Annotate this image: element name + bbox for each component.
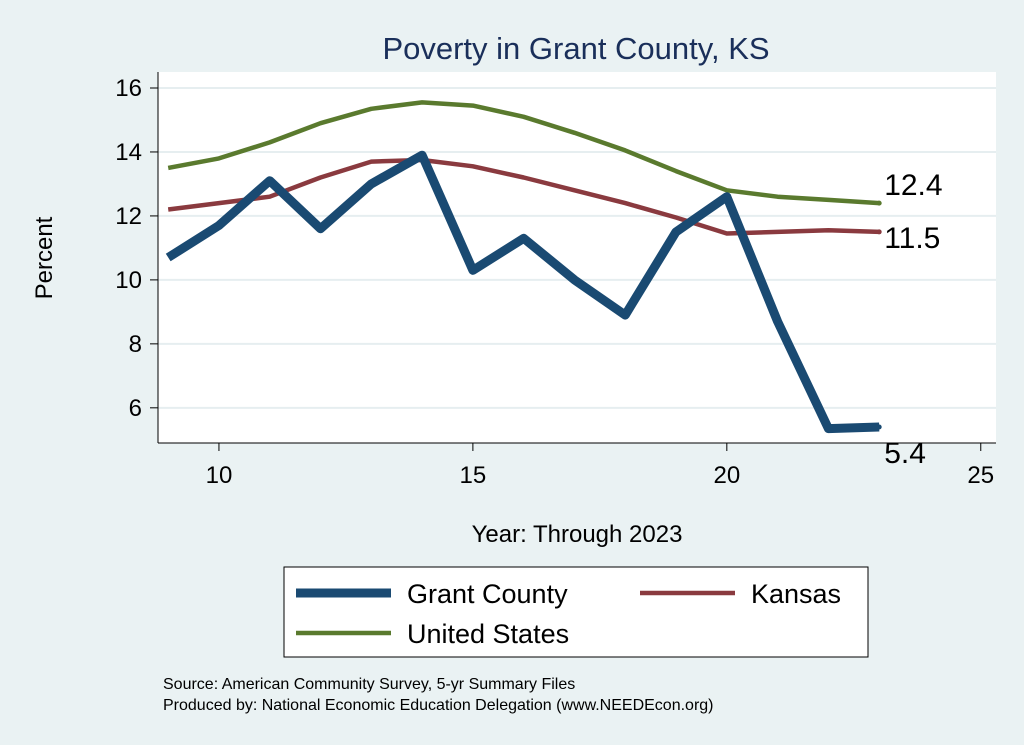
series-line-kansas [167,157,880,236]
end-point-grant-county [876,424,882,430]
series-line-united-states [167,100,880,206]
y-tick-label-16: 16 [115,75,142,102]
chart-title: Poverty in Grant County, KS [382,31,769,66]
y-tick-label-10: 10 [115,267,142,294]
end-point-kansas [876,229,882,235]
axes: 6 8 10 12 14 16 10 15 20 25 [115,72,996,489]
y-axis-title: Percent [31,216,58,299]
legend: Grant County Kansas United States [296,579,841,649]
y-tick-label-6: 6 [129,395,142,422]
series-lines [165,100,882,434]
series-line-grant-county [165,150,880,434]
end-label-united-states: 12.4 [884,169,942,202]
legend-label-grant-county: Grant County [407,579,568,609]
x-axis-title: Year: Through 2023 [472,521,683,548]
y-tick-label-8: 8 [129,331,142,358]
legend-box [283,566,869,658]
x-tick-label-15: 15 [460,462,487,489]
y-tick-label-12: 12 [115,203,142,230]
legend-label-united-states: United States [407,619,569,649]
x-tick-label-20: 20 [713,462,740,489]
source-line-1: Source: American Community Survey, 5-yr … [163,676,575,693]
x-tick-label-10: 10 [206,462,233,489]
end-label-grant-county: 5.4 [884,437,926,470]
end-point-united-states [876,200,882,206]
source-line-2: Produced by: National Economic Education… [163,697,714,714]
y-tick-label-14: 14 [115,139,142,166]
plot-area [158,72,996,443]
end-label-kansas: 11.5 [884,222,940,255]
legend-label-kansas: Kansas [751,579,841,609]
x-tick-label-25: 25 [967,462,994,489]
end-labels: 5.4 11.5 12.4 [884,169,942,470]
